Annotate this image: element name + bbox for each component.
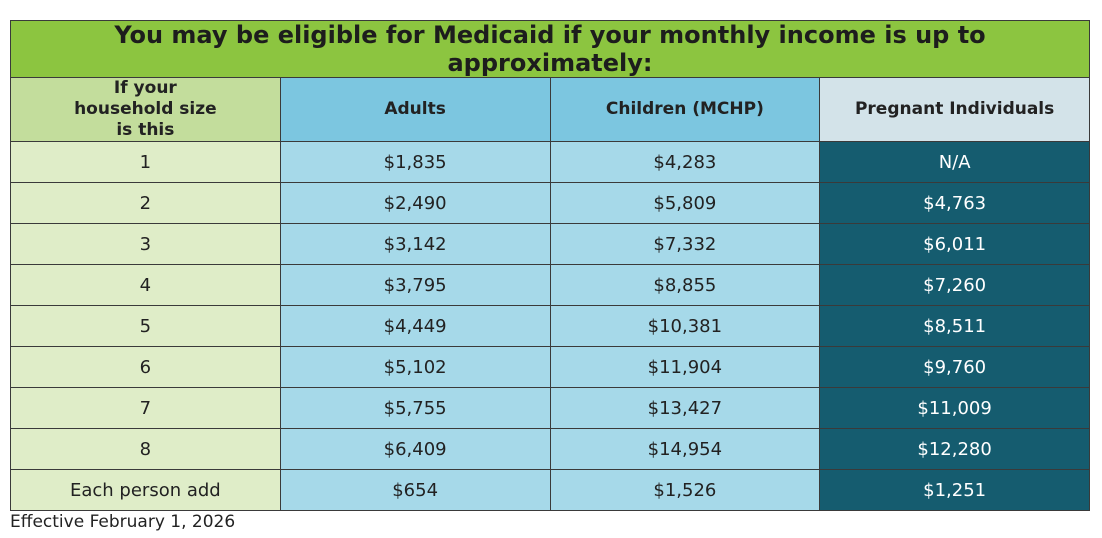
table-cell: $4,449 <box>279 305 551 347</box>
table-cell: $6,409 <box>279 428 551 470</box>
table-cell: $3,795 <box>279 264 551 306</box>
table-cell: 2 <box>10 182 281 224</box>
table-row: Each person add $654 $1,526 $1,251 <box>10 469 1090 511</box>
table-cell: $11,904 <box>549 346 821 388</box>
table-cell: $9,760 <box>819 346 1090 388</box>
table-cell: $1,526 <box>549 469 821 511</box>
table-cell: $4,283 <box>549 141 821 183</box>
header-row: If your household size is this Adults Chil… <box>10 77 1090 142</box>
table-cell: $8,855 <box>549 264 821 306</box>
table-cell: $654 <box>279 469 551 511</box>
table-row: 4 $3,795 $8,855 $7,260 <box>10 264 1090 306</box>
table-row: 7 $5,755 $13,427 $11,009 <box>10 387 1090 429</box>
table-cell: $4,763 <box>819 182 1090 224</box>
table-cell: $3,142 <box>279 223 551 265</box>
table-row: 2 $2,490 $5,809 $4,763 <box>10 182 1090 224</box>
table-cell: $5,755 <box>279 387 551 429</box>
column-header: Adults <box>279 77 551 142</box>
table-cell: 1 <box>10 141 281 183</box>
table-cell: $7,332 <box>549 223 821 265</box>
table-cell: $5,809 <box>549 182 821 224</box>
table-cell: 5 <box>10 305 281 347</box>
table-cell: Each person add <box>10 469 281 511</box>
table-row: 5 $4,449 $10,381 $8,511 <box>10 305 1090 347</box>
table-cell: 8 <box>10 428 281 470</box>
table-cell: $13,427 <box>549 387 821 429</box>
table-row: 8 $6,409 $14,954 $12,280 <box>10 428 1090 470</box>
table-title: You may be eligible for Medicaid if your… <box>10 20 1090 78</box>
table-cell: 6 <box>10 346 281 388</box>
table-cell: $5,102 <box>279 346 551 388</box>
table-cell: $2,490 <box>279 182 551 224</box>
table-cell: $7,260 <box>819 264 1090 306</box>
table-cell: N/A <box>819 141 1090 183</box>
income-table: You may be eligible for Medicaid if your… <box>10 20 1090 511</box>
table-cell: $10,381 <box>549 305 821 347</box>
footnote: Effective February 1, 2026 <box>10 512 236 532</box>
table-row: 3 $3,142 $7,332 $6,011 <box>10 223 1090 265</box>
table-cell: 7 <box>10 387 281 429</box>
table-row: 1 $1,835 $4,283 N/A <box>10 141 1090 183</box>
table-row: 6 $5,102 $11,904 $9,760 <box>10 346 1090 388</box>
column-header: If your household size is this <box>10 77 281 142</box>
table-cell: $8,511 <box>819 305 1090 347</box>
table-cell: $1,835 <box>279 141 551 183</box>
table-cell: $11,009 <box>819 387 1090 429</box>
column-header: Pregnant Individuals <box>819 77 1090 142</box>
table-cell: $14,954 <box>549 428 821 470</box>
table-cell: 3 <box>10 223 281 265</box>
table-cell: 4 <box>10 264 281 306</box>
table-cell: $6,011 <box>819 223 1090 265</box>
table-cell: $12,280 <box>819 428 1090 470</box>
column-header: Children (MCHP) <box>549 77 821 142</box>
table-cell: $1,251 <box>819 469 1090 511</box>
